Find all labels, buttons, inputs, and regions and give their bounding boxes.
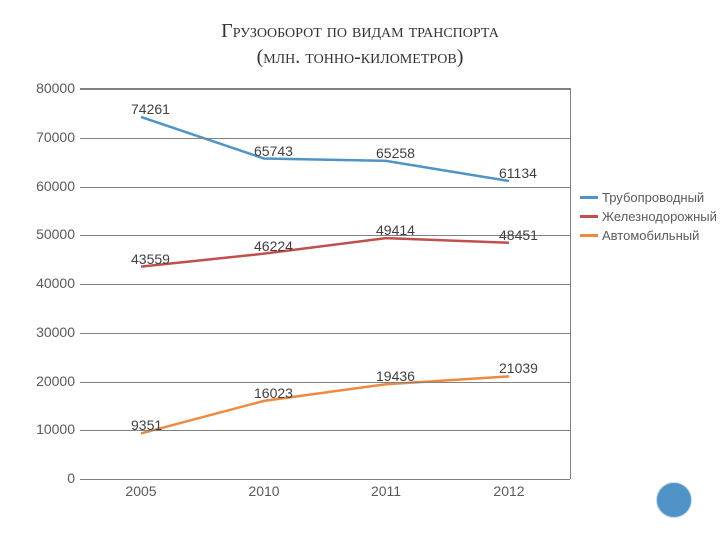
chart-area: 74261 65743 65258 61134 43559 46224 49414 48451… xyxy=(20,88,575,508)
gridline xyxy=(80,235,570,236)
xtick-label: 2005 xyxy=(125,483,156,499)
series-line xyxy=(141,376,509,433)
ytick-label: 30000 xyxy=(20,324,75,340)
data-label: 48451 xyxy=(499,227,538,243)
ytick-label: 0 xyxy=(20,470,75,486)
ytick-label: 70000 xyxy=(20,129,75,145)
data-label: 49414 xyxy=(376,222,415,238)
legend-item: Железнодорожный xyxy=(580,209,717,224)
data-label: 21039 xyxy=(499,360,538,376)
plot-area: 74261 65743 65258 61134 43559 46224 49414 48451… xyxy=(80,88,571,479)
xtick-label: 2010 xyxy=(248,483,279,499)
legend-label: Автомобильный xyxy=(602,228,699,243)
data-label: 9351 xyxy=(131,417,162,433)
legend-swatch-icon xyxy=(580,196,598,199)
legend: Трубопроводный Железнодорожный Автомобильн… xyxy=(580,190,717,247)
chart-title-line1: Грузооборот по видам транспорта xyxy=(0,18,720,44)
data-label: 61134 xyxy=(499,165,537,181)
legend-swatch-icon xyxy=(580,215,598,218)
legend-label: Трубопроводный xyxy=(602,190,704,205)
legend-swatch-icon xyxy=(580,234,598,237)
data-label: 19436 xyxy=(376,368,415,384)
legend-item: Автомобильный xyxy=(580,228,717,243)
legend-item: Трубопроводный xyxy=(580,190,717,205)
gridline xyxy=(80,187,570,188)
data-label: 46224 xyxy=(254,238,293,254)
gridline xyxy=(80,382,570,383)
ytick-label: 80000 xyxy=(20,80,75,96)
ytick-label: 10000 xyxy=(20,421,75,437)
data-label: 43559 xyxy=(131,251,170,267)
series-line xyxy=(141,117,509,181)
data-label: 16023 xyxy=(254,385,293,401)
gridline xyxy=(80,89,570,90)
gridline xyxy=(80,479,570,480)
decor-circle-icon xyxy=(656,482,692,518)
ytick-label: 40000 xyxy=(20,275,75,291)
ytick-label: 20000 xyxy=(20,373,75,389)
series-line xyxy=(141,238,509,267)
chart-title: Грузооборот по видам транспорта (млн. то… xyxy=(0,0,720,70)
data-label: 65258 xyxy=(376,145,415,161)
xtick-label: 2011 xyxy=(371,483,401,499)
chart-title-line2: (млн. тонно-километров) xyxy=(0,44,720,70)
data-label: 65743 xyxy=(254,143,293,159)
gridline xyxy=(80,284,570,285)
legend-label: Железнодорожный xyxy=(602,209,717,224)
ytick-label: 50000 xyxy=(20,226,75,242)
xtick-label: 2012 xyxy=(493,483,524,499)
ytick-label: 60000 xyxy=(20,178,75,194)
gridline xyxy=(80,333,570,334)
gridline xyxy=(80,138,570,139)
data-label: 74261 xyxy=(131,101,170,117)
